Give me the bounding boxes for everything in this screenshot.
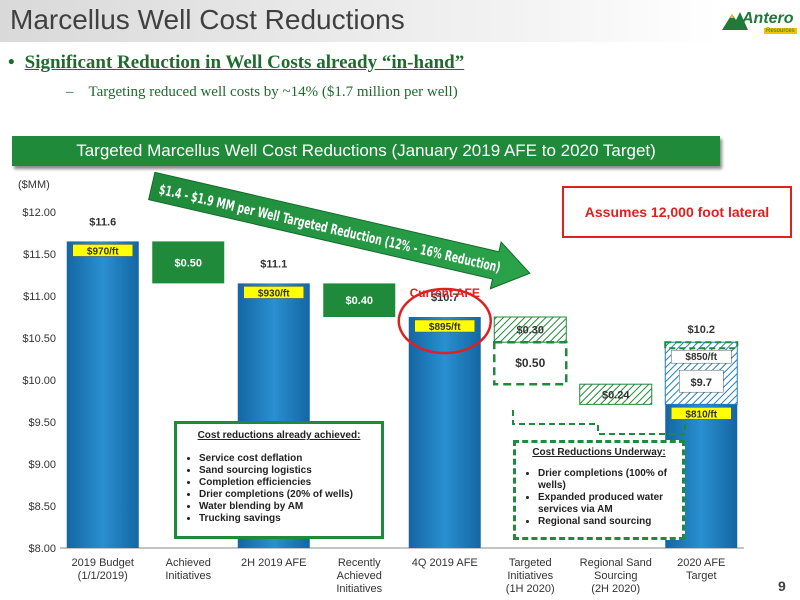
per-foot-label-bg bbox=[72, 244, 133, 257]
x-tick-label: Achieved bbox=[166, 557, 211, 569]
hatched-target-bar bbox=[579, 383, 653, 405]
y-tick-label: $10.00 bbox=[22, 375, 56, 387]
logo-text: Antero bbox=[742, 10, 794, 27]
x-tick-label: 2019 Budget bbox=[72, 557, 134, 569]
current-afe-highlight bbox=[397, 287, 492, 355]
targeted-brace bbox=[512, 410, 686, 435]
decrease-bar bbox=[152, 241, 225, 284]
list-item: Water blending by AM bbox=[199, 501, 381, 513]
mountain-logo-icon bbox=[722, 12, 748, 30]
hatched-target-bar bbox=[493, 316, 567, 343]
per-foot-label: $895/ft bbox=[429, 322, 461, 333]
achieved-box-title: Cost reductions already achieved: bbox=[197, 430, 361, 441]
sub-bullet-text: Targeting reduced well costs by ~14% ($1… bbox=[88, 84, 458, 100]
x-tick-label: (1/1/2019) bbox=[78, 570, 128, 582]
x-tick-label: Initiatives bbox=[336, 583, 382, 595]
per-foot-label: $970/ft bbox=[87, 246, 119, 257]
y-tick-label: $9.50 bbox=[28, 417, 56, 429]
achieved-list: Service cost deflation Sand sourcing log… bbox=[177, 453, 381, 525]
sub-bullet-marker: – bbox=[66, 84, 74, 100]
list-item: Drier completions (20% of wells) bbox=[199, 489, 381, 501]
y-tick-label: $8.50 bbox=[28, 501, 56, 513]
per-foot-label-bg bbox=[243, 286, 304, 299]
y-tick-label: $9.00 bbox=[28, 459, 56, 471]
dashed-target-bar bbox=[493, 340, 568, 386]
bullet-marker: • bbox=[8, 52, 15, 73]
per-foot-label: $810/ft bbox=[685, 409, 717, 420]
data-label: $0.40 bbox=[345, 295, 373, 307]
x-tick-label: (1H 2020) bbox=[506, 583, 555, 595]
data-label: $0.50 bbox=[515, 356, 545, 370]
decrease-bar bbox=[323, 283, 396, 317]
data-label: $9.7 bbox=[691, 377, 712, 389]
page-title: Marcellus Well Cost Reductions bbox=[10, 4, 405, 35]
dashed-target-cap bbox=[664, 341, 739, 350]
per-foot-label: $930/ft bbox=[258, 288, 290, 299]
x-tick-label: Recently bbox=[338, 557, 381, 569]
page-number: 9 bbox=[778, 578, 786, 594]
current-afe-label: Current AFE bbox=[410, 286, 480, 300]
x-tick-label: Sourcing bbox=[594, 570, 637, 582]
per-foot-label-bg bbox=[671, 407, 732, 420]
per-foot-label: $850/ft bbox=[685, 352, 717, 363]
underway-list: Drier completions (100% of wells) Expand… bbox=[516, 468, 682, 528]
x-tick-label: Target bbox=[686, 570, 717, 582]
list-item: Drier completions (100% of wells) bbox=[538, 468, 682, 492]
data-label: $0.30 bbox=[516, 325, 544, 337]
underway-reductions-box: Cost Reductions Underway: Drier completi… bbox=[513, 440, 685, 540]
main-bullet: • Significant Reduction in Well Costs alr… bbox=[8, 52, 464, 74]
sub-bullet: – Targeting reduced well costs by ~14% (… bbox=[66, 84, 458, 101]
x-tick-label: Targeted bbox=[509, 557, 552, 569]
data-label: $10.7 bbox=[431, 292, 459, 304]
data-label: $11.6 bbox=[89, 216, 116, 228]
underway-box-title: Cost Reductions Underway: bbox=[532, 447, 666, 458]
company-logo: Antero Resources bbox=[722, 6, 797, 36]
per-foot-label-bg bbox=[671, 349, 732, 364]
x-tick-label: Initiatives bbox=[507, 570, 553, 582]
data-label: $0.50 bbox=[174, 257, 202, 269]
data-label: $10.2 bbox=[687, 324, 715, 336]
chart-banner: Targeted Marcellus Well Cost Reductions … bbox=[12, 136, 720, 166]
per-foot-label-bg bbox=[414, 319, 475, 333]
total-bar bbox=[66, 241, 139, 548]
y-tick-label: $10.50 bbox=[22, 333, 56, 345]
x-tick-label: 4Q 2019 AFE bbox=[412, 557, 478, 569]
x-tick-label: 2020 AFE bbox=[677, 557, 725, 569]
y-axis-label: ($MM) bbox=[18, 179, 50, 191]
list-item: Trucking savings bbox=[199, 513, 381, 525]
y-tick-label: $8.00 bbox=[28, 543, 56, 555]
achieved-reductions-box: Cost reductions already achieved: Servic… bbox=[174, 421, 384, 539]
list-item: Expanded produced water services via AM bbox=[538, 492, 682, 516]
title-bar: Marcellus Well Cost Reductions bbox=[0, 0, 720, 42]
x-tick-label: Regional Sand bbox=[580, 557, 652, 569]
lateral-assumption-callout: Assumes 12,000 foot lateral bbox=[562, 186, 792, 238]
logo-subtext: Resources bbox=[764, 28, 797, 34]
main-bullet-text: Significant Reduction in Well Costs alre… bbox=[24, 52, 465, 73]
x-tick-label: (2H 2020) bbox=[591, 583, 640, 595]
data-label: $0.24 bbox=[602, 389, 630, 401]
y-tick-label: $11.50 bbox=[23, 249, 56, 261]
total-bar bbox=[408, 317, 481, 548]
list-item: Completion efficiencies bbox=[199, 477, 381, 489]
x-tick-label: Achieved bbox=[337, 570, 382, 582]
y-tick-label: $11.00 bbox=[23, 291, 56, 303]
x-tick-label: 2H 2019 AFE bbox=[241, 557, 306, 569]
data-label: $11.1 bbox=[260, 258, 287, 270]
list-item: Regional sand sourcing bbox=[538, 516, 682, 528]
x-tick-label: Initiatives bbox=[165, 570, 211, 582]
list-item: Service cost deflation bbox=[199, 453, 381, 465]
mid-label-bg bbox=[679, 369, 724, 393]
y-tick-label: $12.00 bbox=[22, 207, 56, 219]
list-item: Sand sourcing logistics bbox=[199, 465, 381, 477]
